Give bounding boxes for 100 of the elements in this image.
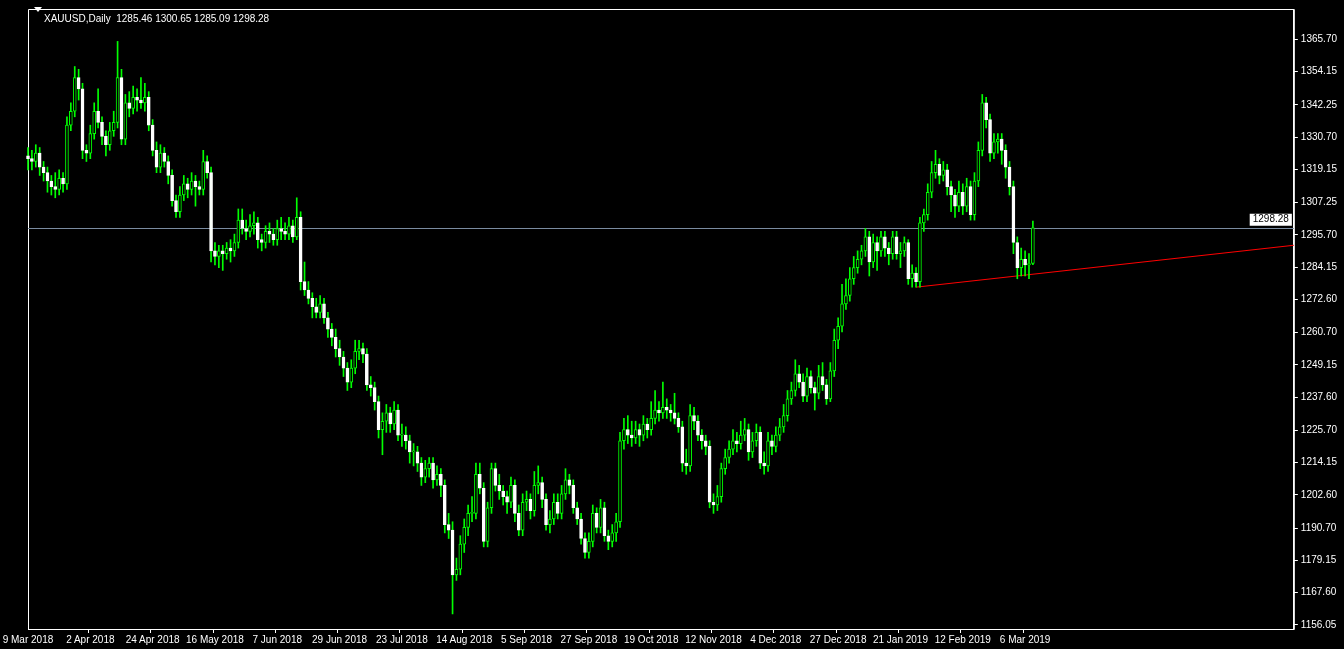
candlestick: [361, 342, 365, 363]
candlestick: [279, 217, 283, 241]
y-tick-label: 1295.70: [1300, 228, 1338, 240]
candlestick: [53, 172, 58, 199]
candlestick: [403, 426, 408, 450]
candlestick: [131, 85, 135, 115]
candlestick: [996, 133, 1000, 154]
candlestick: [941, 161, 946, 182]
x-tick-label: 12 Nov 2018: [685, 633, 743, 645]
candlestick: [875, 236, 879, 271]
candlestick: [209, 166, 213, 263]
candlestick: [220, 244, 225, 271]
candlestick: [37, 147, 42, 176]
candlestick: [544, 493, 548, 531]
x-tick-label: 21 Jan 2019: [872, 633, 929, 645]
candlestick: [252, 211, 256, 235]
candlestick: [774, 426, 778, 453]
x-tick-label: 23 Jul 2018: [376, 633, 429, 645]
y-tick-label: 1260.70: [1300, 326, 1338, 338]
candlestick: [201, 149, 206, 196]
candlestick: [622, 418, 626, 450]
candlestick: [423, 459, 428, 483]
candlestick: [770, 434, 774, 456]
y-tick-label: 1167.60: [1300, 586, 1337, 598]
candlestick: [291, 219, 295, 243]
candlestick: [867, 230, 872, 277]
y-tick-label: 1272.60: [1300, 293, 1338, 305]
candlestick: [185, 177, 190, 199]
x-tick-label: 27 Sep 2018: [560, 633, 618, 645]
candlestick: [871, 233, 876, 268]
candlestick: [213, 242, 217, 266]
candlestick: [805, 367, 809, 402]
candlestick: [840, 284, 844, 333]
candlestick: [657, 401, 661, 422]
x-tick-label: 5 Sep 2018: [500, 633, 553, 645]
y-tick-label: 1214.15: [1300, 456, 1338, 468]
candlestick: [65, 116, 69, 190]
candlestick: [918, 217, 922, 288]
y-tick-label: 1179.15: [1300, 554, 1337, 566]
candlestick: [953, 189, 957, 218]
y-tick-label: 1202.60: [1300, 488, 1338, 500]
candlestick: [400, 423, 404, 447]
candlestick: [735, 432, 739, 453]
candlestick: [396, 404, 400, 442]
candlestick: [143, 82, 147, 112]
candlestick: [1031, 220, 1035, 265]
x-tick-label: 6 Mar 2019: [999, 633, 1051, 645]
candlestick: [988, 113, 992, 162]
candlestick: [275, 219, 280, 246]
candlestick: [964, 177, 969, 213]
candlestick: [688, 404, 692, 472]
y-tick-label: 1225.70: [1300, 424, 1338, 436]
candlestick: [244, 219, 248, 241]
candlestick: [411, 443, 416, 467]
candlestick: [738, 420, 743, 450]
candlestick: [1019, 247, 1024, 277]
candlestick: [910, 264, 914, 288]
y-tick-label: 1342.25: [1300, 98, 1338, 110]
candlestick: [314, 298, 319, 319]
candlestick: [322, 298, 326, 324]
candlestick: [696, 415, 700, 442]
candlestick: [540, 476, 544, 509]
candlestick: [178, 186, 182, 218]
candlestick: [197, 180, 202, 196]
candlestick: [1023, 250, 1027, 277]
x-tick-label: 24 Apr 2018: [125, 633, 181, 645]
y-tick-label: 1354.15: [1300, 65, 1338, 77]
x-tick-label: 4 Dec 2018: [750, 633, 802, 645]
candlestick: [104, 130, 108, 157]
candlestick: [999, 133, 1004, 165]
candlestick: [435, 465, 439, 486]
candlestick: [509, 476, 513, 509]
candlestick: [793, 359, 798, 397]
candlestick: [326, 311, 330, 338]
x-tick-label: 7 Jun 2018: [252, 633, 303, 645]
candlestick: [33, 144, 38, 168]
candlestick: [30, 149, 34, 171]
x-tick-label: 12 Feb 2019: [934, 633, 992, 645]
candlestick: [883, 230, 887, 257]
candlestick: [618, 432, 622, 528]
candlestick: [318, 295, 322, 319]
candlestick: [809, 370, 813, 394]
candlestick: [583, 532, 587, 559]
candlestick: [960, 183, 965, 215]
candlestick: [692, 406, 696, 430]
candlestick: [135, 88, 139, 112]
candlestick: [217, 244, 221, 268]
candlestick: [248, 214, 252, 238]
candlestick: [236, 208, 241, 249]
y-tick-label: 1156.05: [1300, 618, 1337, 630]
y-tick-label: 1284.15: [1300, 260, 1338, 272]
candlestick: [100, 116, 104, 146]
candlestick: [524, 490, 529, 511]
candlestick: [661, 381, 665, 419]
candlestick: [505, 490, 509, 514]
candlestick: [1027, 253, 1031, 280]
y-tick-label: 1307.25: [1300, 196, 1338, 208]
candlestick: [906, 239, 911, 285]
x-tick-label: 29 Jun 2018: [312, 633, 368, 645]
chart-title: XAUUSD,Daily 1285.46 1300.65 1285.09 1298.28: [44, 12, 270, 24]
